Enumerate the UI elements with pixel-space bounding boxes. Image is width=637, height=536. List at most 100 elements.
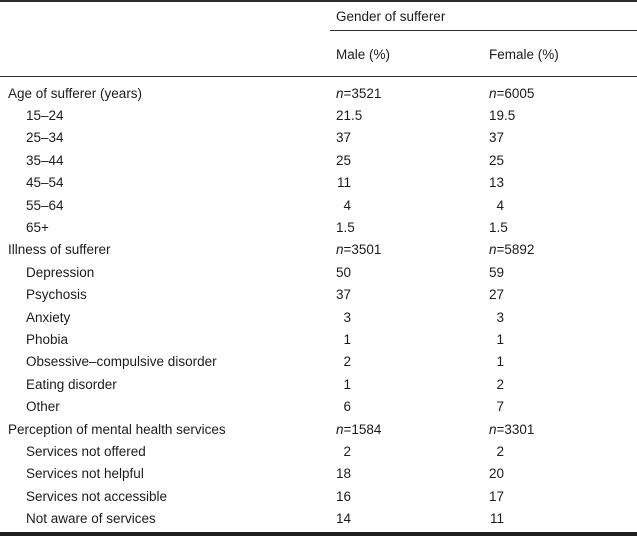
male-value: 4 [343, 197, 351, 213]
male-value: 1 [343, 376, 351, 392]
female-value-cell: 1.5 [483, 220, 637, 235]
row-label: Services not helpful [26, 466, 144, 482]
female-value: 27 [489, 287, 505, 303]
female-value-cell: 25 [483, 153, 637, 168]
female-n: n=3301 [489, 421, 535, 437]
male-value-cell: 37 [330, 130, 483, 145]
male-value-cell: 21.5 [330, 108, 483, 123]
male-value: 37 [336, 287, 352, 303]
male-value-cell: 11 [330, 175, 483, 190]
male-value: 16 [336, 488, 352, 504]
female-value: 1.5 [489, 220, 508, 236]
row-label: 55–64 [26, 197, 64, 213]
group-header: Gender of sufferer [330, 2, 637, 31]
female-value: 13 [489, 175, 505, 191]
male-value: 14 [336, 511, 352, 527]
male-value-cell: 50 [330, 265, 483, 280]
male-value: 2 [343, 354, 351, 370]
female-value-cell: 2 [483, 377, 637, 392]
table-row: Obsessive–compulsive disorder 2 1 [0, 351, 637, 373]
female-value-cell: 37 [483, 130, 637, 145]
row-label: 45–54 [26, 175, 64, 191]
female-value-cell: 3 [483, 310, 637, 325]
female-value-cell: 1 [483, 332, 637, 347]
table-row: Other 6 7 [0, 395, 637, 417]
table-row: Phobia 1 1 [0, 328, 637, 350]
male-value-cell: 1.5 [330, 220, 483, 235]
male-value-cell: 37 [330, 287, 483, 302]
male-n: n=3521 [336, 85, 382, 101]
female-value: 2 [496, 443, 504, 459]
female-value: 1 [496, 354, 504, 370]
male-value: 6 [343, 399, 351, 415]
female-value-cell: 4 [483, 198, 637, 213]
table-row: Services not offered 2 2 [0, 440, 637, 462]
table-row: Services not helpful 18 20 [0, 463, 637, 485]
male-value: 50 [336, 264, 352, 280]
group-header-row: Gender of sufferer [0, 2, 637, 31]
row-label: Obsessive–compulsive disorder [26, 354, 217, 370]
section-header-row: Illness of sufferer n=3501 n=5892 [0, 239, 637, 261]
section-header-row: Age of sufferer (years) n=3521 n=6005 [0, 82, 637, 104]
male-value: 1 [343, 331, 351, 347]
male-value: 37 [336, 130, 352, 146]
table-row: Depression 50 59 [0, 261, 637, 283]
female-value: 7 [496, 399, 504, 415]
male-value-cell: 2 [330, 444, 483, 459]
table-row: 35–44 25 25 [0, 149, 637, 171]
male-n: n=3501 [336, 242, 382, 258]
male-value-cell: 6 [330, 399, 483, 414]
row-label: Services not offered [26, 443, 146, 459]
row-label: Psychosis [26, 287, 87, 303]
female-value: 4 [496, 197, 504, 213]
row-label: 35–44 [26, 152, 64, 168]
row-label: 25–34 [26, 130, 64, 146]
table-row: Psychosis 37 27 [0, 284, 637, 306]
female-value: 1 [496, 331, 504, 347]
section-label: Illness of sufferer [8, 242, 111, 258]
female-n: n=6005 [489, 85, 535, 101]
table-row: No reason for not using services 50 50 [0, 530, 637, 532]
row-label: Services not accessible [26, 488, 168, 504]
table-body: Age of sufferer (years) n=3521 n=6005 15… [0, 77, 637, 532]
row-label: Other [26, 399, 60, 415]
male-value: 21.5 [336, 108, 363, 124]
male-value: 25 [336, 152, 352, 168]
table-row: 65+ 1.5 1.5 [0, 216, 637, 238]
male-value-cell: 25 [330, 153, 483, 168]
male-value: 3 [343, 309, 351, 325]
female-value-cell: 20 [483, 466, 637, 481]
female-value: 2 [496, 376, 504, 392]
male-value-cell: 18 [330, 466, 483, 481]
male-value-cell: 2 [330, 354, 483, 369]
column-header-row: Male (%) Female (%) [0, 31, 637, 77]
female-value: 37 [489, 130, 505, 146]
table-row: Not aware of services 14 11 [0, 507, 637, 529]
table-row: Eating disorder 1 2 [0, 373, 637, 395]
female-n: n=5892 [489, 242, 535, 258]
male-value-cell: 14 [330, 511, 483, 526]
row-label: Not aware of services [26, 511, 156, 527]
row-label: Phobia [26, 331, 69, 347]
female-value-cell: 17 [483, 489, 637, 504]
female-value: 11 [489, 511, 504, 527]
table-row: 15–24 21.5 19.5 [0, 104, 637, 126]
female-value: 17 [489, 488, 505, 504]
row-label: Anxiety [26, 309, 71, 325]
table-row: Services not accessible 16 17 [0, 485, 637, 507]
row-label: 65+ [26, 220, 49, 236]
female-value: 59 [489, 264, 505, 280]
female-value-cell: 11 [483, 511, 637, 526]
table-row: Anxiety 3 3 [0, 306, 637, 328]
row-label: Depression [26, 264, 95, 280]
section-header-row: Perception of mental health services n=1… [0, 418, 637, 440]
row-label: 15–24 [26, 108, 64, 124]
male-value-cell: 1 [330, 332, 483, 347]
column-header-male: Male (%) [336, 47, 391, 62]
female-value-cell: 27 [483, 287, 637, 302]
row-label: Eating disorder [26, 376, 117, 392]
female-value: 3 [496, 309, 504, 325]
male-value: 2 [343, 443, 351, 459]
male-value: 18 [336, 466, 352, 482]
